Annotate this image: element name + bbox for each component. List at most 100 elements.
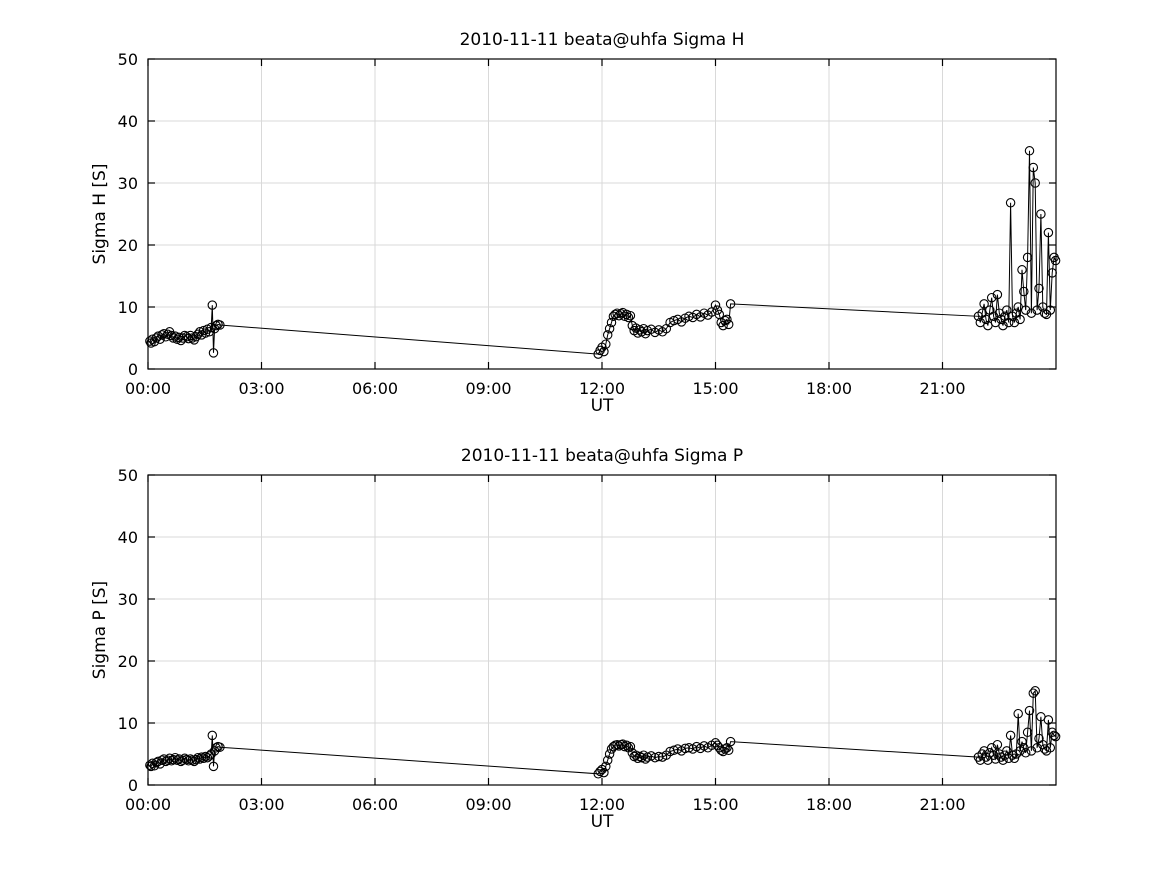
data-point-marker <box>1020 748 1031 758</box>
data-point-marker <box>215 320 225 330</box>
data-point-marker <box>208 348 219 358</box>
data-point-marker <box>1049 730 1059 741</box>
y-tick-label: 10 <box>118 714 138 733</box>
data-point-marker <box>1005 198 1016 208</box>
data-point-marker <box>147 334 158 344</box>
data-point-marker <box>215 742 225 752</box>
data-point-marker <box>635 751 645 762</box>
data-point-marker <box>975 755 986 765</box>
sigma-h-panel: 00:00 03:00 06:00 09:00 12:00 15:00 18:00 21:00… <box>0 0 1167 437</box>
y-tick-label: 20 <box>118 652 138 671</box>
data-point-marker <box>145 760 155 770</box>
x-tick-label: 18:00 <box>806 795 852 814</box>
data-point-marker <box>712 305 723 315</box>
y-tick-label: 50 <box>118 50 138 69</box>
data-point-marker <box>1022 252 1033 263</box>
data-point-marker <box>207 300 218 310</box>
y-tick-label: 40 <box>118 112 138 131</box>
data-point-marker <box>151 757 162 768</box>
data-point-marker <box>1017 736 1027 747</box>
data-point-marker <box>1050 731 1061 742</box>
data-point-marker <box>602 330 613 340</box>
data-point-marker <box>1002 305 1012 315</box>
data-point-marker <box>599 767 609 778</box>
data-point-marker <box>1047 268 1057 278</box>
data-point-marker <box>187 755 198 765</box>
sigma-h-x-axis-label: UT <box>590 396 614 416</box>
data-point-marker <box>196 752 207 762</box>
data-point-marker <box>654 751 664 762</box>
data-point-marker <box>207 730 218 741</box>
data-point-marker <box>1005 730 1016 741</box>
data-point-marker <box>1024 705 1035 716</box>
data-point-marker <box>1009 317 1020 328</box>
data-point-marker <box>595 766 605 777</box>
data-point-marker <box>601 339 611 349</box>
data-point-marker <box>1045 305 1056 315</box>
data-point-marker <box>640 754 651 764</box>
data-point-marker <box>601 761 611 772</box>
data-point-marker <box>211 743 221 753</box>
sigma-p-x-axis-label: UT <box>590 812 614 832</box>
data-point-marker <box>1032 743 1042 753</box>
data-point-marker <box>211 320 221 331</box>
data-point-marker <box>619 311 630 322</box>
data-point-marker <box>204 327 215 337</box>
data-point-marker <box>208 761 219 772</box>
data-point-marker <box>722 314 732 325</box>
x-tick-label: 15:00 <box>692 795 738 814</box>
data-point-marker <box>625 310 636 321</box>
data-point-marker <box>191 754 201 765</box>
data-point-marker <box>1036 209 1046 219</box>
y-tick-label: 0 <box>128 360 138 379</box>
data-point-marker <box>619 741 630 752</box>
data-point-marker <box>710 300 721 310</box>
data-point-marker <box>1015 314 1025 325</box>
x-tick-label: 06:00 <box>352 379 398 398</box>
x-tick-label: 09:00 <box>465 379 511 398</box>
y-tick-label: 30 <box>118 590 138 609</box>
data-point-marker <box>998 755 1008 765</box>
data-point-marker <box>623 312 634 323</box>
data-point-marker <box>1028 688 1039 698</box>
data-point-marker <box>723 745 734 756</box>
data-point-marker <box>198 753 209 764</box>
data-point-marker <box>1043 715 1054 725</box>
data-point-marker <box>1030 686 1040 696</box>
x-tick-label: 00:00 <box>125 379 171 398</box>
sigma-p-title: 2010-11-11 beata@uhfa Sigma P <box>460 446 744 466</box>
data-point-marker <box>599 346 609 357</box>
data-point-marker <box>1017 265 1027 275</box>
data-point-marker <box>625 741 636 752</box>
data-point-marker <box>195 754 205 764</box>
data-point-marker <box>986 292 997 303</box>
x-tick-label: 09:00 <box>465 795 511 814</box>
data-point-marker <box>1039 744 1050 754</box>
y-tick-label: 50 <box>118 466 138 485</box>
data-point-marker <box>183 756 194 766</box>
data-point-marker <box>1030 178 1040 188</box>
data-point-marker <box>983 755 993 765</box>
x-tick-label: 21:00 <box>919 379 965 398</box>
data-point-marker <box>604 323 615 334</box>
data-point-marker <box>992 739 1003 750</box>
x-tick-label: 12:00 <box>579 795 625 814</box>
data-point-marker <box>642 752 653 762</box>
x-tick-label: 12:00 <box>579 379 625 398</box>
data-point-marker <box>669 315 679 326</box>
data-point-marker <box>172 334 182 344</box>
data-point-marker <box>1034 283 1044 294</box>
data-point-marker <box>669 745 679 756</box>
data-point-marker <box>1013 708 1023 719</box>
data-point-marker <box>200 751 211 762</box>
data-point-marker <box>174 754 184 764</box>
data-point-marker <box>633 753 643 764</box>
data-point-marker <box>1019 286 1029 297</box>
data-point-marker <box>178 755 188 765</box>
data-point-marker <box>1028 162 1039 173</box>
data-point-marker <box>147 758 158 769</box>
sigma-h-plot-area: 00:00 03:00 06:00 09:00 12:00 15:00 18:00 21:00… <box>118 50 1061 398</box>
data-point-marker <box>650 752 660 763</box>
sigma-h-y-axis-label: Sigma H [S] <box>90 163 110 265</box>
data-point-marker <box>604 749 615 759</box>
